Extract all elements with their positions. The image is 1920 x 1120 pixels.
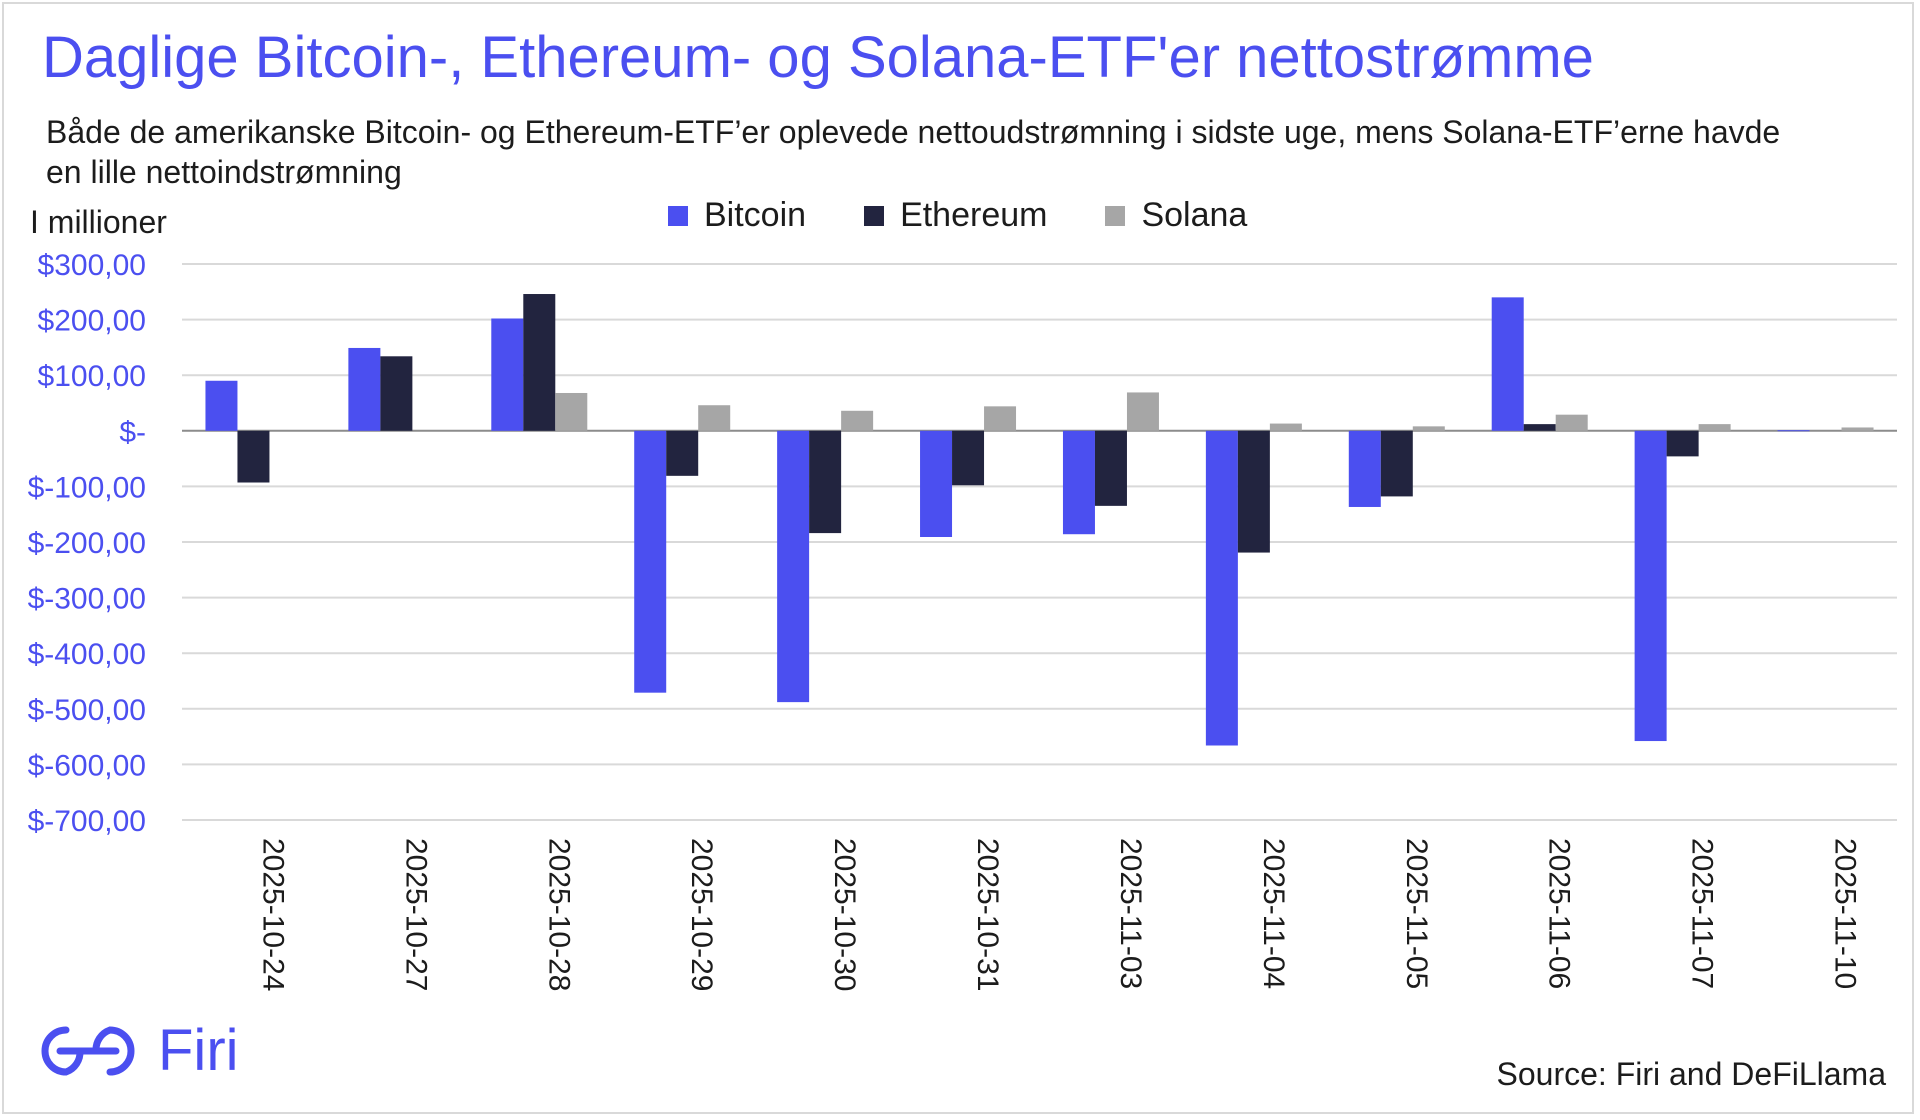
bar-solana-2025-10-28 (555, 392, 588, 431)
grid-layer (182, 263, 1897, 821)
y-tick-labels: $300,00 $200,00 $100,00 $- $-100,00 $-200,00 $… (28, 249, 146, 838)
bar-bitcoin-2025-11-07 (1634, 430, 1667, 742)
chart-subtitle: Både de amerikanske Bitcoin- og Ethereum… (46, 114, 1781, 191)
bar-bitcoin-2025-10-30 (777, 430, 810, 703)
firi-brand-name: Firi (158, 1018, 239, 1083)
bar-bitcoin-2025-11-03 (1062, 430, 1095, 535)
bar-solana-2025-10-29 (698, 405, 731, 431)
x-tick-label: 2025-11-04 (1257, 838, 1290, 989)
y-tick-label: $100,00 (38, 360, 146, 393)
x-tick-label: 2025-11-07 (1686, 838, 1719, 989)
y-tick-label: $-400,00 (28, 638, 146, 671)
legend-swatch-solana (1105, 205, 1126, 226)
bar-ethereum-2025-10-27 (380, 356, 413, 431)
x-tick-labels: 2025-10-24 2025-10-27 2025-10-28 2025-10-29… (256, 838, 1861, 991)
bar-bitcoin-2025-10-31 (920, 430, 953, 537)
y-tick-label: $200,00 (38, 305, 146, 338)
bar-ethereum-2025-11-04 (1237, 430, 1270, 553)
x-tick-label: 2025-10-30 (828, 838, 861, 991)
y-tick-label: $-100,00 (28, 471, 146, 504)
bar-ethereum-2025-10-29 (666, 430, 699, 476)
y-tick-label: $-600,00 (28, 749, 146, 782)
x-tick-label: 2025-10-29 (685, 838, 718, 991)
bar-ethereum-2025-11-06 (1523, 424, 1556, 431)
legend-label-ethereum: Ethereum (900, 196, 1048, 234)
bar-solana-2025-11-05 (1412, 426, 1445, 431)
bar-bitcoin-2025-11-06 (1491, 297, 1524, 431)
x-tick-label: 2025-10-31 (971, 838, 1004, 991)
y-tick-label: $-200,00 (28, 527, 146, 560)
bar-bitcoin-2025-10-28 (491, 318, 524, 431)
y-tick-label: $-500,00 (28, 694, 146, 727)
bar-bitcoin-2025-10-29 (634, 430, 667, 693)
y-tick-label: $- (119, 416, 146, 449)
x-tick-label: 2025-11-06 (1543, 838, 1576, 989)
bar-ethereum-2025-11-03 (1094, 430, 1127, 506)
legend-label-solana: Solana (1141, 196, 1248, 234)
y-tick-label: $-300,00 (28, 583, 146, 616)
chart-title: Daglige Bitcoin-, Ethereum- og Solana-ET… (42, 25, 1594, 90)
bar-solana-2025-11-10 (1841, 427, 1874, 431)
legend-label-bitcoin: Bitcoin (704, 196, 807, 234)
bar-solana-2025-11-06 (1555, 414, 1588, 431)
y-axis-unit-label: I millioner (30, 204, 167, 240)
legend-item-bitcoin: Bitcoin (668, 196, 806, 235)
x-tick-label: 2025-10-24 (256, 838, 289, 991)
bar-ethereum-2025-11-05 (1380, 430, 1413, 497)
bar-ethereum-2025-10-31 (952, 430, 985, 486)
bar-ethereum-2025-10-28 (523, 294, 556, 431)
legend-item-ethereum: Ethereum (864, 196, 1047, 235)
bar-ethereum-2025-10-24 (237, 430, 270, 483)
chart-source: Source: Firi and DeFiLlama (1496, 1056, 1886, 1092)
bar-bitcoin-2025-11-04 (1205, 430, 1238, 746)
x-tick-label: 2025-10-27 (399, 838, 432, 991)
bars-layer (205, 294, 1874, 746)
bar-solana-2025-11-03 (1126, 392, 1159, 431)
y-tick-label: $300,00 (38, 249, 146, 282)
bar-solana-2025-10-31 (984, 406, 1017, 431)
x-tick-label: 2025-10-28 (542, 838, 575, 991)
bar-solana-2025-11-07 (1698, 424, 1731, 431)
bar-ethereum-2025-10-30 (809, 430, 842, 534)
bar-bitcoin-2025-11-10 (1777, 430, 1810, 432)
y-tick-label: $-700,00 (28, 805, 146, 838)
bar-bitcoin-2025-11-05 (1348, 430, 1381, 507)
legend-item-solana: Solana (1105, 196, 1247, 235)
legend-swatch-bitcoin (668, 205, 688, 226)
bar-ethereum-2025-11-07 (1666, 430, 1699, 457)
firi-logo: Firi (36, 1022, 239, 1080)
bar-solana-2025-11-04 (1269, 423, 1302, 431)
firi-logo-icon (41, 1026, 135, 1076)
bar-bitcoin-2025-10-27 (348, 347, 381, 431)
bar-bitcoin-2025-10-24 (205, 380, 238, 431)
x-tick-label: 2025-11-05 (1400, 838, 1433, 989)
chart-legend: Bitcoin Ethereum Solana (668, 196, 1305, 235)
x-tick-label: 2025-11-03 (1114, 838, 1147, 989)
x-tick-label: 2025-11-10 (1829, 838, 1862, 989)
bar-solana-2025-10-30 (841, 410, 874, 431)
legend-swatch-ethereum (864, 205, 885, 226)
